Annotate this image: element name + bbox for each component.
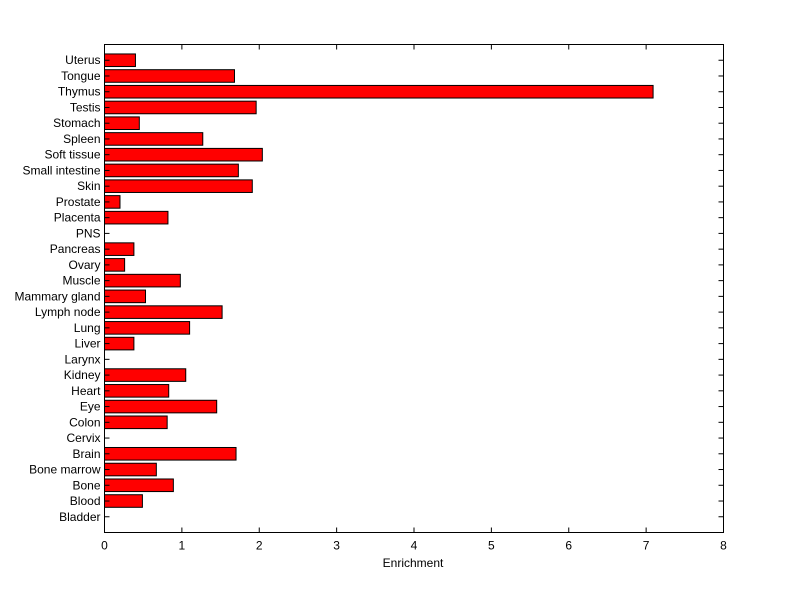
x-tick-label: 0: [101, 539, 108, 553]
y-tick-label: Prostate: [56, 195, 101, 209]
y-tick-label: Eye: [80, 400, 101, 414]
bar-muscle: [104, 273, 181, 288]
y-tick-label: PNS: [76, 226, 101, 240]
bar-spleen: [104, 132, 204, 146]
bar-skin: [104, 179, 253, 193]
y-tick-label: Placenta: [54, 211, 101, 225]
bar-colon: [104, 415, 168, 430]
bar-small-intestine: [104, 163, 239, 178]
bar-kidney: [104, 368, 187, 382]
y-tick-label: Heart: [71, 384, 101, 398]
y-tick-label: Spleen: [63, 132, 100, 146]
y-tick-label: Thymus: [58, 85, 101, 99]
y-tick-label: Bone marrow: [29, 463, 101, 477]
x-tick-label: 1: [179, 539, 186, 553]
y-tick-label: Tongue: [61, 69, 101, 83]
ticks-group: [104, 44, 724, 533]
y-tick-label: Uterus: [65, 53, 100, 67]
y-tick-label: Cervix: [66, 431, 100, 445]
y-tick-label: Brain: [72, 447, 100, 461]
x-tick-label: 2: [256, 539, 263, 553]
bar-tongue: [104, 69, 235, 83]
bar-soft-tissue: [104, 147, 263, 162]
y-tick-label: Stomach: [53, 116, 100, 130]
x-tick-label: 8: [720, 539, 727, 553]
bar-bone: [104, 478, 174, 493]
y-tick-label: Ovary: [68, 258, 100, 272]
x-axis-label: Enrichment: [383, 556, 444, 570]
y-tick-label: Small intestine: [22, 163, 100, 177]
bar-eye: [104, 399, 218, 414]
y-tick-label: Lung: [74, 321, 101, 335]
y-tick-label: Mammary gland: [14, 289, 100, 303]
bar-testis: [104, 100, 257, 115]
y-tick-label: Soft tissue: [44, 148, 100, 162]
y-tick-label: Skin: [77, 179, 100, 193]
bar-lung: [104, 321, 191, 335]
y-tick-label: Liver: [74, 337, 100, 351]
y-tick-label: Larynx: [64, 352, 100, 366]
y-tick-label: Lymph node: [35, 305, 101, 319]
y-tick-label: Blood: [70, 494, 101, 508]
y-tick-label: Colon: [69, 415, 100, 429]
bar-bone-marrow: [104, 462, 157, 477]
x-tick-label: 7: [643, 539, 650, 553]
x-tick-label: 3: [333, 539, 340, 553]
y-tick-label: Testis: [70, 100, 101, 114]
x-tick-label: 4: [411, 539, 418, 553]
y-tick-label: Bladder: [59, 510, 100, 524]
bar-placenta: [104, 210, 169, 225]
y-tick-label: Muscle: [62, 274, 100, 288]
bar-thymus: [104, 84, 654, 99]
bar-stomach: [104, 116, 140, 131]
x-tick-label: 6: [565, 539, 572, 553]
bar-heart: [104, 384, 170, 398]
x-tick-label: 5: [488, 539, 495, 553]
y-tick-label: Bone: [72, 478, 100, 492]
bar-brain: [104, 446, 237, 461]
bar-blood: [104, 494, 143, 508]
bar-lymph-node: [104, 305, 223, 319]
bar-mammary-gland: [104, 289, 147, 304]
y-tick-label: Pancreas: [50, 242, 101, 256]
plot-frame: [104, 44, 724, 533]
y-tick-label: Kidney: [64, 368, 101, 382]
